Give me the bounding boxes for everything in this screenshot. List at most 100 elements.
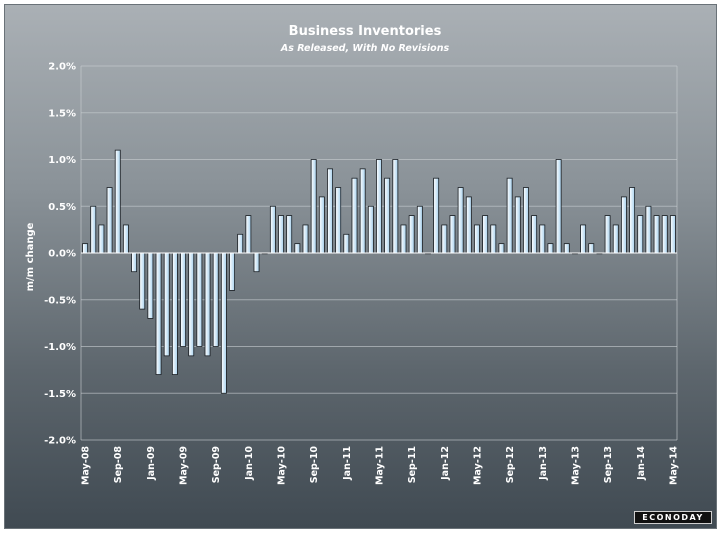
bar-dec-08 [139,252,146,310]
bar-oct-10 [318,196,325,254]
x-tick-label: May-11 [375,446,386,485]
bar-feb-10 [253,252,260,273]
x-tick-label: Sep-13 [603,446,614,483]
bar-jun-09 [188,252,195,357]
bar-apr-10 [269,205,276,254]
x-tick-label: Jan-09 [146,446,157,481]
x-tick-label: May-09 [179,446,190,485]
bar-may-08 [82,243,89,254]
y-tick-label: 2.0% [48,62,76,73]
bar-may-09 [180,252,186,347]
bar-oct-11 [416,205,423,254]
x-tick-label: Sep-12 [505,446,516,483]
econoday-logo: ECONODAY [634,511,712,524]
bar-dec-11 [433,177,440,254]
bar-oct-09 [220,252,227,394]
bar-jul-08 [98,224,105,254]
y-tick-label: -1.5% [44,389,76,400]
x-tick-label: Sep-09 [211,446,222,483]
bar-nov-10 [327,168,333,254]
bar-nov-12 [523,187,529,254]
x-tick-label: Sep-11 [407,446,418,483]
bar-mar-14 [653,215,660,254]
x-tick-label: May-08 [81,446,92,485]
bar-jan-09 [147,252,154,319]
x-tick-label: May-14 [668,446,679,485]
bar-jun-10 [286,215,293,254]
chart: Business Inventories As Released, With N… [25,24,680,485]
bar-jan-11 [343,233,350,254]
bar-jul-10 [294,243,301,254]
y-tick-label: -2.0% [44,436,76,447]
bar-feb-12 [449,215,456,254]
y-axis-label: m/m change [25,222,36,291]
y-tick-label: -0.5% [44,295,76,306]
y-tick-label: -1.0% [44,342,76,353]
bar-jul-09 [196,252,203,347]
bar-jun-12 [482,215,489,254]
bar-jul-13 [588,243,595,254]
x-tick-label: May-12 [472,446,483,485]
bars [81,149,677,394]
bar-mar-09 [163,252,170,357]
y-tick-label: 0.5% [48,202,76,213]
x-tick-label: Jan-12 [440,446,451,481]
bar-aug-09 [204,252,211,357]
bar-feb-14 [645,205,652,254]
bar-jun-08 [90,205,97,254]
bar-nov-08 [131,252,138,273]
bar-jan-10 [245,215,252,254]
bar-may-11 [376,159,382,254]
bar-aug-10 [302,224,309,254]
bar-oct-13 [612,224,619,254]
bar-sep-12 [506,177,513,254]
bar-sep-11 [408,215,415,254]
bar-apr-09 [171,252,178,375]
bar-mar-12 [457,187,464,254]
chart-subtitle: As Released, With No Revisions [280,43,450,54]
bar-dec-10 [335,187,342,254]
bar-apr-13 [563,243,570,254]
bar-mar-13 [555,159,562,254]
bar-sep-08 [114,149,121,254]
bar-apr-14 [661,215,668,254]
bar-aug-12 [498,243,505,254]
x-tick-label: Jan-14 [636,446,647,481]
bar-sep-10 [310,159,317,254]
bar-may-14 [669,215,676,254]
bar-feb-09 [155,252,162,375]
y-tick-label: 1.5% [48,108,76,119]
bar-mar-11 [359,168,366,254]
x-tick-label: Jan-10 [244,446,255,481]
x-tick-label: May-10 [277,446,288,485]
bar-aug-08 [106,187,113,254]
bar-sep-13 [604,215,611,254]
bar-jan-13 [539,224,546,254]
y-axis-ticks: 2.0% 1.5% 1.0% 0.5% 0.0% -0.5% -1.0% -1.5% -2.0% [44,62,76,447]
x-axis-ticks: May-08 Sep-08 Jan-09 May-09 Sep-09 Jan-10 May-… [81,446,680,485]
x-tick-label: Sep-08 [113,446,124,484]
chart-title: Business Inventories [289,24,442,39]
bar-oct-12 [514,196,521,254]
bar-feb-13 [547,243,554,254]
bar-jun-11 [384,177,391,254]
x-tick-label: Jan-11 [342,446,353,481]
bar-nov-13 [621,196,627,254]
bar-oct-08 [122,224,129,254]
bar-jan-14 [637,215,644,254]
bar-nov-09 [229,252,235,291]
bar-apr-11 [367,205,374,254]
x-tick-label: Jan-13 [538,446,549,481]
bar-dec-12 [531,215,538,254]
chart-frame: Business Inventories As Released, With N… [4,4,717,529]
bar-sep-09 [212,252,219,347]
bar-may-12 [474,224,480,254]
bar-dec-09 [237,233,244,254]
bar-jul-11 [392,159,399,254]
bar-jul-12 [490,224,497,254]
bar-may-10 [278,215,284,254]
bar-jun-13 [580,224,587,254]
bar-dec-13 [629,187,636,254]
bar-feb-11 [351,177,358,254]
y-tick-label: 1.0% [48,155,76,166]
